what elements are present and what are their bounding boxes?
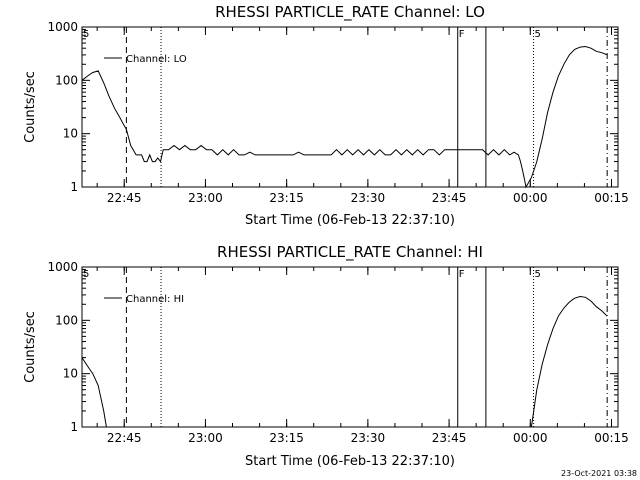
hi-x-tick-label: 00:00 (513, 431, 548, 445)
hi-event-marker-label: 5 (535, 269, 541, 280)
hi-series-line (81, 357, 107, 428)
lo-chart-title: RHESSI PARTICLE_RATE Channel: LO (215, 3, 485, 22)
hi-chart-title: RHESSI PARTICLE_RATE Channel: HI (217, 243, 483, 262)
lo-x-tick-label: 23:15 (269, 191, 304, 205)
hi-series-line (530, 295, 608, 428)
hi-x-tick-label: 23:00 (188, 431, 223, 445)
hi-x-tick-label: 22:45 (107, 431, 142, 445)
lo-legend-label: Channel: LO (126, 54, 187, 65)
lo-event-marker-label: 5 (535, 29, 541, 40)
hi-series (81, 295, 608, 428)
footer-timestamp: 23-Oct-2021 03:38 (561, 469, 637, 478)
lo-x-axis-label: Start Time (06-Feb-13 22:37:10) (245, 213, 455, 228)
lo-plot-frame (81, 26, 619, 188)
lo-event-marker-label: F (459, 29, 465, 40)
hi-y-tick-label: 1 (70, 420, 78, 434)
hi-channel-panel: RHESSI PARTICLE_RATE Channel: HI Start T… (23, 243, 629, 469)
lo-x-tick-label: 00:00 (513, 191, 548, 205)
hi-x-tick-label: 23:15 (269, 431, 304, 445)
lo-series-line (81, 45, 608, 189)
lo-y-tick-label: 1000 (47, 20, 78, 34)
lo-y-tick-label: 10 (63, 127, 78, 141)
lo-channel-panel: RHESSI PARTICLE_RATE Channel: LO Start T… (23, 3, 629, 228)
hi-x-axis-label: Start Time (06-Feb-13 22:37:10) (245, 454, 455, 469)
hi-y-tick-label: 100 (55, 313, 78, 327)
lo-series (81, 45, 608, 189)
hi-legend-label: Channel: HI (126, 294, 184, 305)
lo-y-axis-label: Counts/sec (23, 71, 38, 143)
hi-event-marker-label: F (459, 269, 465, 280)
hi-y-tick-label: 10 (63, 367, 78, 381)
hi-corner-label: 5 (83, 269, 89, 280)
lo-y-tick-label: 100 (55, 73, 78, 87)
lo-corner-label: 5 (83, 29, 89, 40)
hi-axis-ticks: 22:45 23:00 23:15 23:30 23:45 00:00 00:15 1 10 10… (47, 260, 628, 445)
lo-x-tick-label: 00:15 (594, 191, 629, 205)
hi-x-tick-label: 23:45 (432, 431, 467, 445)
lo-y-tick-label: 1 (70, 180, 78, 194)
hi-y-tick-label: 1000 (47, 260, 78, 274)
hi-x-tick-label: 00:15 (594, 431, 629, 445)
hi-plot-frame (81, 266, 619, 428)
lo-x-tick-label: 22:45 (107, 191, 142, 205)
lo-axis-ticks: 22:45 23:00 23:15 23:30 23:45 00:00 00:15 1 10 10… (47, 20, 628, 205)
lo-x-tick-label: 23:45 (432, 191, 467, 205)
lo-x-tick-label: 23:30 (351, 191, 386, 205)
hi-y-axis-label: Counts/sec (23, 311, 38, 383)
hi-x-tick-label: 23:30 (351, 431, 386, 445)
lo-x-tick-label: 23:00 (188, 191, 223, 205)
